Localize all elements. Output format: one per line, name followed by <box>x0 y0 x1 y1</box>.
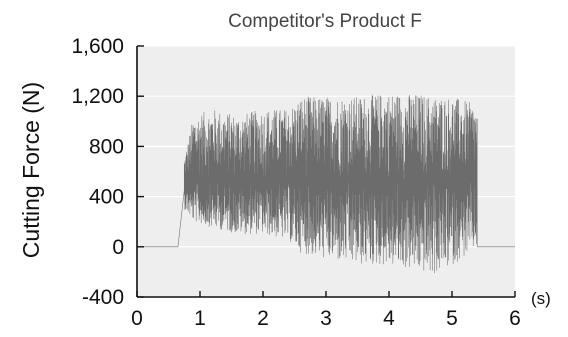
y-tick-label-2: 400 <box>89 186 124 209</box>
x-tick-labels: 0 1 2 3 4 5 6 <box>131 307 521 330</box>
signal-line <box>137 94 515 274</box>
x-tick-label-0: 0 <box>131 307 143 330</box>
y-tick-label-4: 1,200 <box>71 85 124 108</box>
y-tick-label-0: -400 <box>82 286 124 309</box>
y-tick-label-3: 800 <box>89 135 124 158</box>
x-tick-label-3: 3 <box>320 307 332 330</box>
x-tick-label-1: 1 <box>194 307 206 330</box>
chart-title: Competitor's Product F <box>228 11 422 32</box>
signal-trace <box>137 94 515 274</box>
x-unit-label: (s) <box>531 289 551 308</box>
axes <box>136 45 516 298</box>
y-tick-labels: -400 0 400 800 1,200 1,600 <box>71 35 124 309</box>
y-tick-label-1: 0 <box>112 236 124 259</box>
x-tick-label-6: 6 <box>509 307 521 330</box>
y-tick-label-5: 1,600 <box>71 35 124 58</box>
y-axis-title: Cutting Force (N) <box>18 82 44 258</box>
x-tick-label-5: 5 <box>446 307 458 330</box>
x-tick-label-2: 2 <box>257 307 269 330</box>
x-tick-label-4: 4 <box>383 307 395 330</box>
